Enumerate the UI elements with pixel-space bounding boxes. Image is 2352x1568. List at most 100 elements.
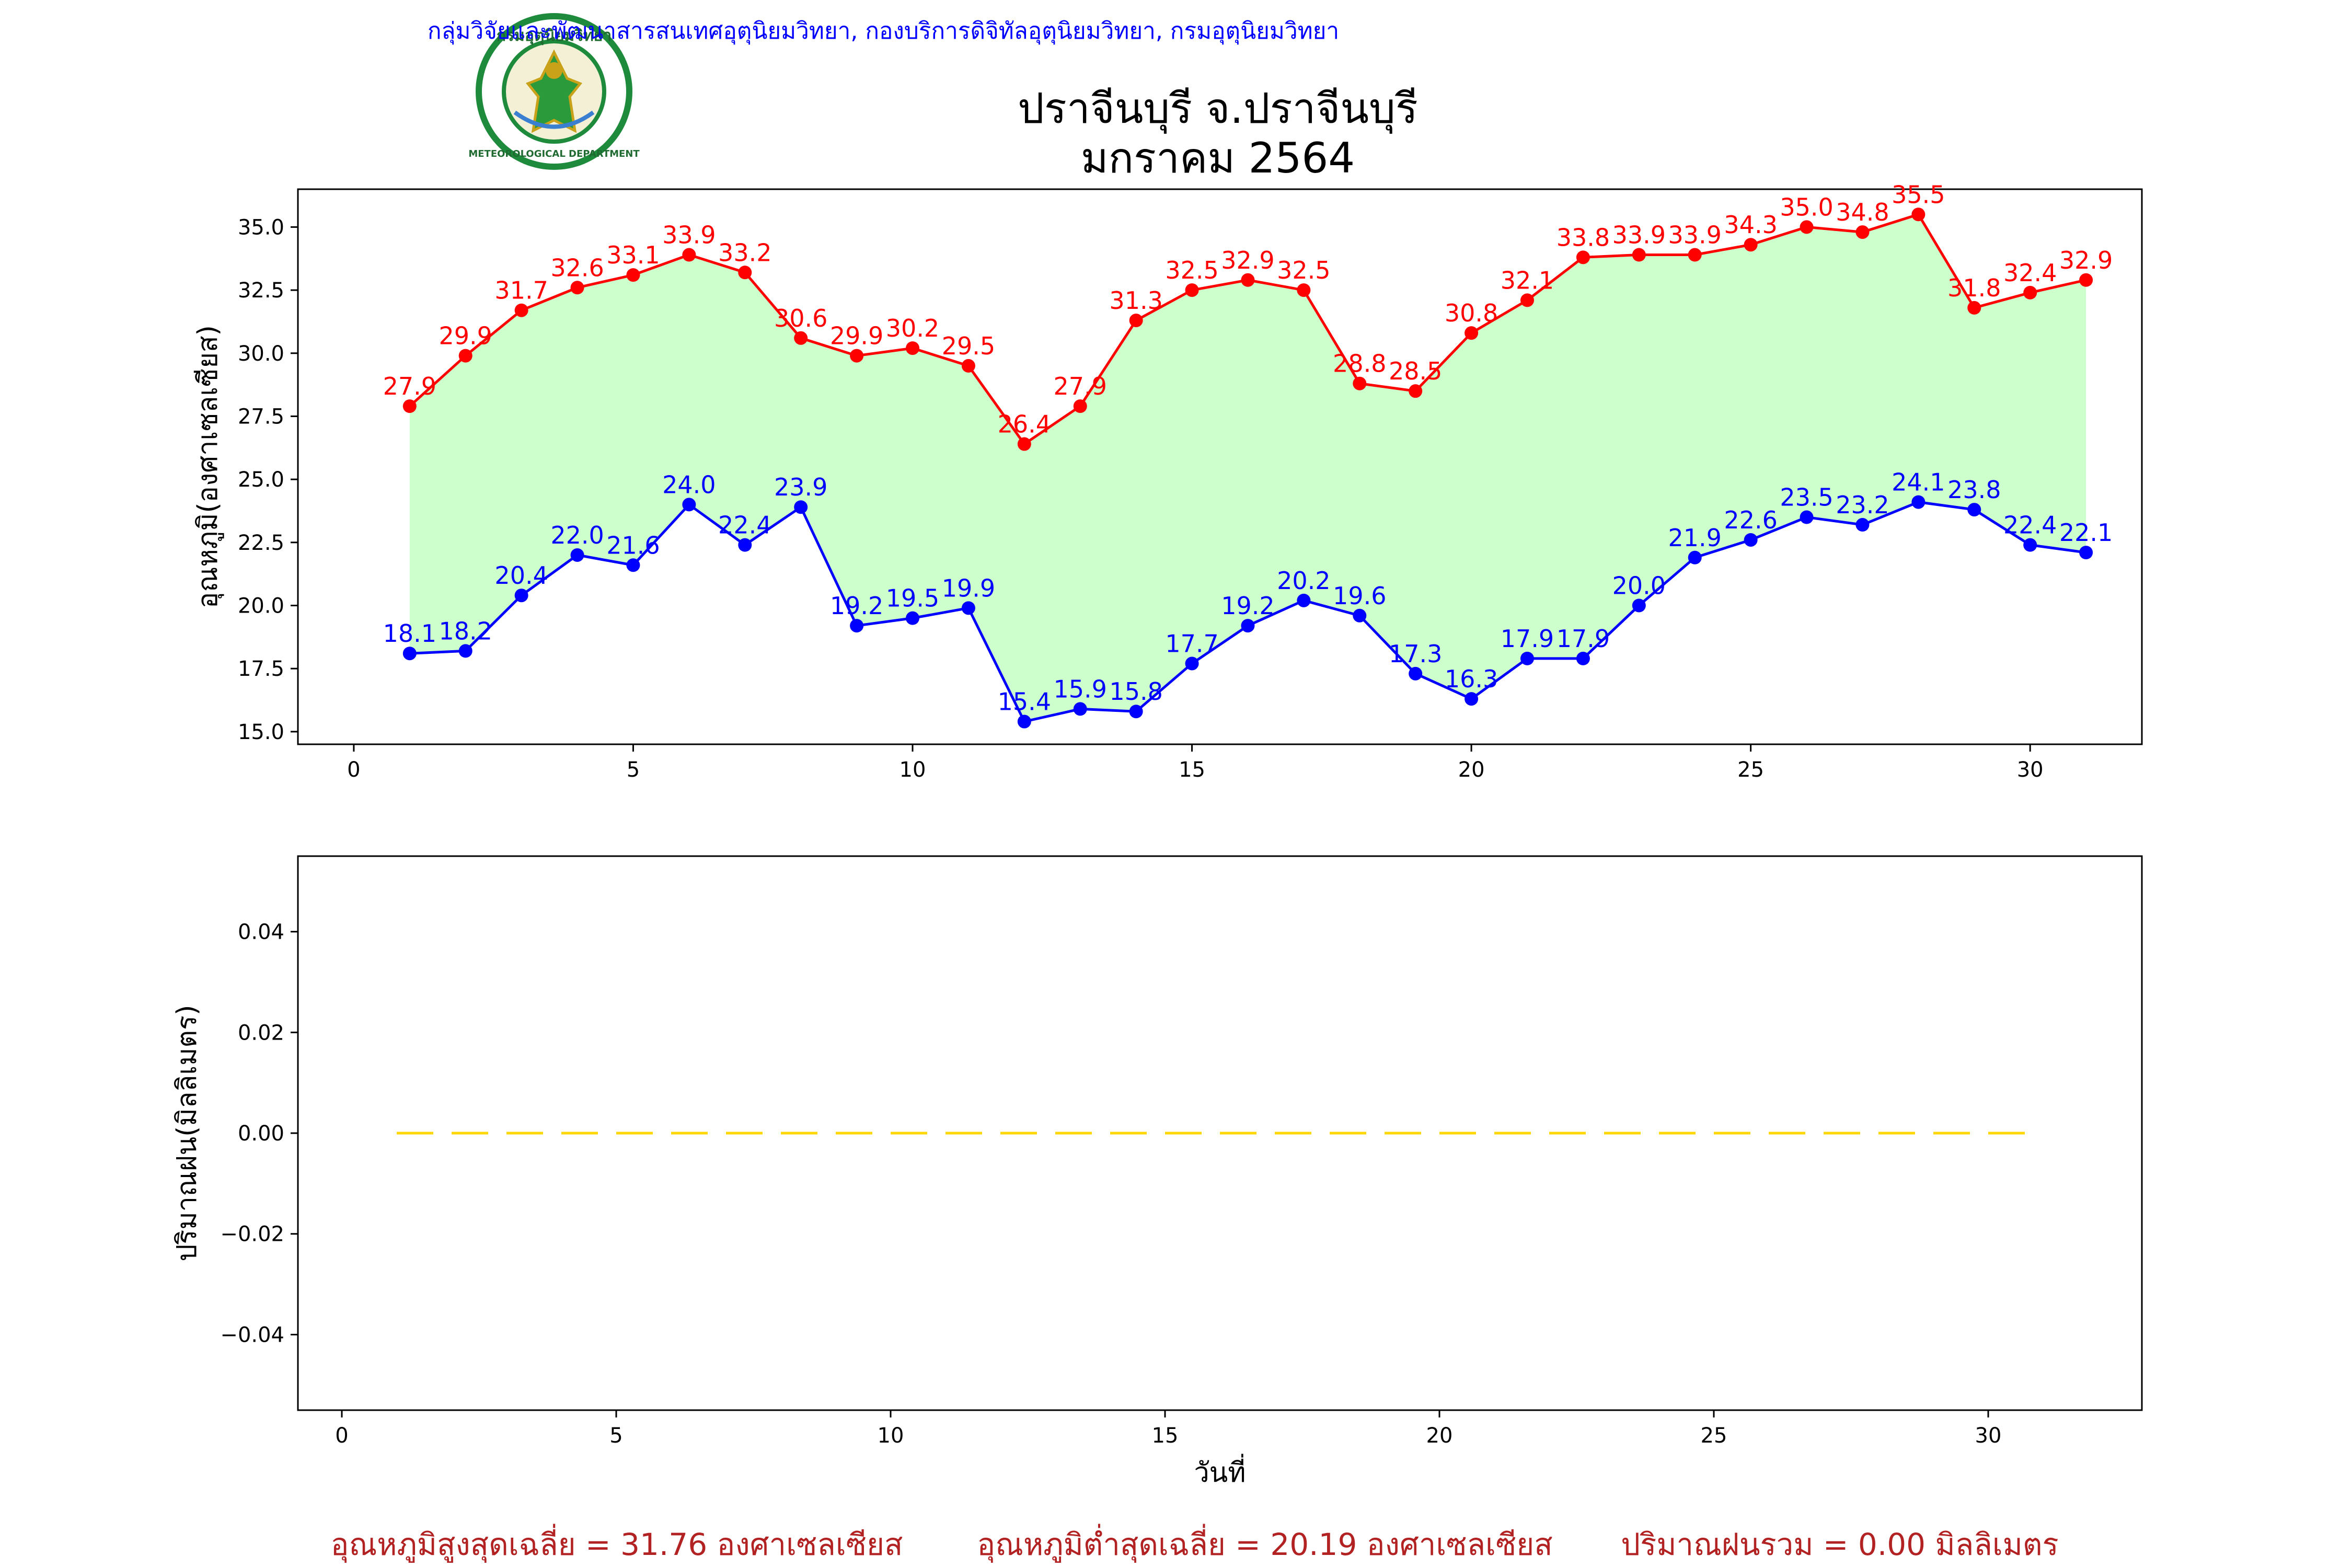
y-tick-label: 20.0 <box>238 594 284 618</box>
min-data-label: 19.9 <box>942 574 995 602</box>
x-tick-label: 0 <box>335 1424 348 1448</box>
max-data-label: 33.9 <box>662 221 716 249</box>
x-tick-label: 0 <box>347 758 360 782</box>
y-tick-label: 25.0 <box>238 468 284 492</box>
max-data-label: 33.1 <box>606 241 660 269</box>
min-data-label: 22.6 <box>1724 506 1777 534</box>
temperature-y-label: อุณหภูมิ(องศาเซลเซียส) <box>192 325 224 608</box>
max-data-label: 32.9 <box>2059 246 2113 274</box>
footer-avg-max: อุณหภูมิสูงสุดเฉลี่ย = 31.76 องศาเซลเซีย… <box>331 1524 903 1563</box>
y-tick-label: 35.0 <box>238 215 284 239</box>
max-point <box>1465 326 1479 340</box>
max-data-label: 33.8 <box>1557 223 1610 251</box>
min-point <box>1576 651 1590 665</box>
max-point <box>1688 248 1702 262</box>
max-point <box>1017 437 1031 451</box>
min-point <box>682 498 696 512</box>
min-point <box>626 558 640 572</box>
max-data-label: 34.8 <box>1836 198 1889 226</box>
y-tick-label: 27.5 <box>238 405 284 429</box>
x-tick-label: 25 <box>1737 758 1764 782</box>
min-data-label: 22.1 <box>2059 518 2113 547</box>
max-data-label: 32.5 <box>1277 256 1330 284</box>
y-tick-label: 22.5 <box>238 531 284 555</box>
min-data-label: 15.4 <box>998 688 1051 716</box>
min-point <box>738 538 752 552</box>
min-data-label: 18.2 <box>439 617 492 645</box>
max-point <box>794 331 808 345</box>
min-point <box>1241 619 1255 633</box>
x-tick-label: 25 <box>1701 1424 1727 1448</box>
max-data-label: 32.6 <box>550 253 604 282</box>
x-tick-label: 15 <box>1152 1424 1179 1448</box>
min-data-label: 22.0 <box>550 521 604 549</box>
max-data-label: 30.6 <box>774 304 827 332</box>
max-point <box>738 266 752 280</box>
min-data-label: 20.4 <box>494 561 548 590</box>
min-data-label: 19.2 <box>1221 592 1274 620</box>
min-data-label: 15.8 <box>1109 677 1162 706</box>
footer-rain-total: ปริมาณฝนรวม = 0.00 มิลลิเมตร <box>1621 1527 2058 1562</box>
max-point <box>1632 248 1646 262</box>
min-point <box>850 619 864 633</box>
max-point <box>1241 273 1255 287</box>
max-point <box>906 341 919 355</box>
max-data-label: 32.1 <box>1501 266 1554 294</box>
max-data-label: 28.5 <box>1389 357 1442 385</box>
min-point <box>1800 510 1814 524</box>
y-tick-label: 0.04 <box>238 920 284 944</box>
x-tick-label: 20 <box>1426 1424 1453 1448</box>
max-data-label: 26.4 <box>998 410 1051 439</box>
min-data-label: 17.9 <box>1501 625 1554 653</box>
rainfall-y-axis: −0.04 −0.02 0.00 0.02 0.04 <box>220 920 298 1347</box>
max-point <box>626 268 640 282</box>
max-point <box>682 248 696 262</box>
min-point <box>570 548 584 562</box>
max-data-label: 29.9 <box>830 322 883 350</box>
max-data-label: 32.5 <box>1165 256 1218 284</box>
min-point <box>961 601 975 615</box>
temperature-range-fill <box>409 214 2086 722</box>
max-point <box>2023 285 2037 299</box>
min-point <box>794 500 808 514</box>
min-point <box>1073 702 1087 716</box>
max-point <box>2079 273 2093 287</box>
y-tick-label: 30.0 <box>238 342 284 366</box>
max-point <box>850 349 864 363</box>
max-data-label: 35.5 <box>1892 180 1945 209</box>
x-tick-label: 10 <box>900 758 926 782</box>
max-data-label: 27.9 <box>383 372 436 400</box>
y-tick-label: −0.02 <box>220 1223 284 1247</box>
x-tick-label: 5 <box>627 758 640 782</box>
min-point <box>2079 546 2093 560</box>
min-point <box>1688 550 1702 564</box>
min-point <box>1744 533 1758 547</box>
max-point <box>1576 250 1590 264</box>
min-point <box>1520 651 1534 665</box>
min-point <box>402 647 417 661</box>
meteorological-department-logo: กรมอุตุนิยมวิทยา METEOROLOGICAL DEPARTME… <box>468 13 640 170</box>
min-data-label: 19.2 <box>830 592 883 620</box>
min-data-label: 21.6 <box>606 531 660 559</box>
logo-top-text: กรมอุตุนิยมวิทยา <box>497 27 612 45</box>
max-data-label: 32.4 <box>2003 259 2057 287</box>
max-point <box>1409 384 1423 398</box>
max-point <box>514 303 528 317</box>
max-data-label: 29.9 <box>439 322 492 350</box>
min-point <box>1129 705 1143 719</box>
max-point <box>1073 399 1087 413</box>
min-data-label: 19.5 <box>886 584 939 613</box>
max-point <box>402 399 417 413</box>
min-data-label: 16.3 <box>1445 665 1498 693</box>
chart-title-line2: มกราคม 2564 <box>1081 134 1355 182</box>
max-data-label: 29.5 <box>942 332 995 360</box>
max-point <box>1297 283 1311 297</box>
max-data-label: 28.8 <box>1333 350 1386 378</box>
min-point <box>1855 518 1870 532</box>
max-data-label: 31.7 <box>494 276 548 305</box>
min-data-label: 19.6 <box>1333 582 1386 610</box>
max-point <box>1911 207 1926 222</box>
min-point <box>514 589 528 603</box>
min-data-label: 24.0 <box>662 470 716 499</box>
x-tick-label: 5 <box>609 1424 622 1448</box>
